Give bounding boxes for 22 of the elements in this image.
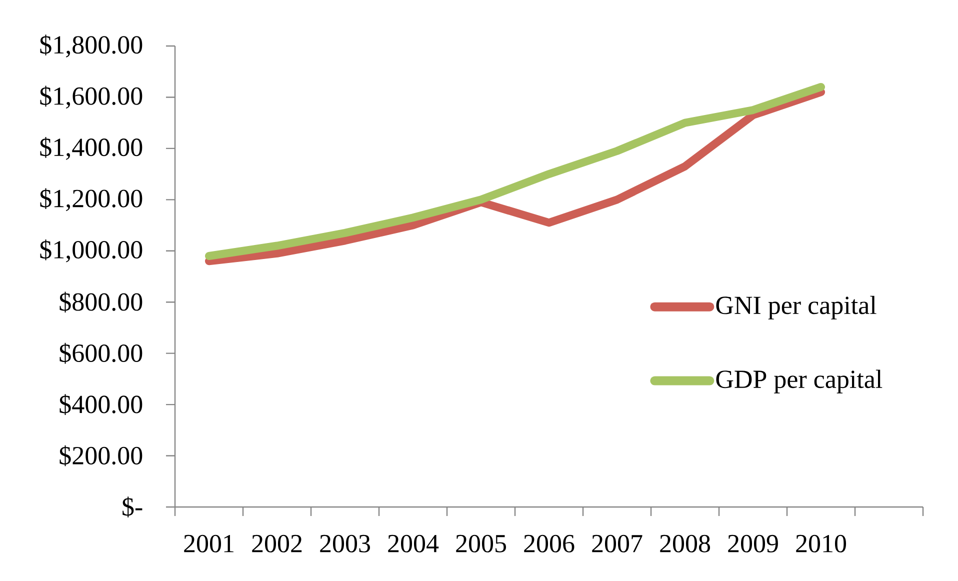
y-tick-label: $200.00	[60, 445, 142, 466]
x-tick-label: 2007	[592, 534, 642, 552]
y-tick-label: $600.00	[60, 342, 142, 364]
x-tick-label: 2005	[456, 534, 506, 552]
y-tick-label: $1,600.00	[40, 86, 142, 109]
x-tick-label: 2002	[252, 534, 302, 552]
x-tick-label: 2009	[728, 534, 778, 552]
y-tick-label: $-	[122, 496, 142, 518]
legend-label: GDP per capital	[716, 370, 882, 394]
x-tick-label: 2004	[388, 534, 439, 552]
y-tick-label: $1,000.00	[40, 239, 142, 262]
y-tick-label: $1,200.00	[40, 188, 142, 212]
x-tick-label: 2001	[184, 534, 234, 552]
x-tick-label: 2003	[320, 534, 370, 552]
y-tick-label: $1,400.00	[40, 137, 142, 160]
x-tick-label: 2008	[660, 534, 710, 552]
y-tick-label: $1,800.00	[40, 34, 142, 58]
legend-label: GNI per capital	[716, 296, 876, 320]
x-tick-label: 2010	[796, 534, 846, 552]
x-tick-label: 2006	[524, 534, 574, 552]
y-tick-label: $800.00	[60, 292, 142, 313]
y-tick-label: $400.00	[60, 394, 142, 415]
